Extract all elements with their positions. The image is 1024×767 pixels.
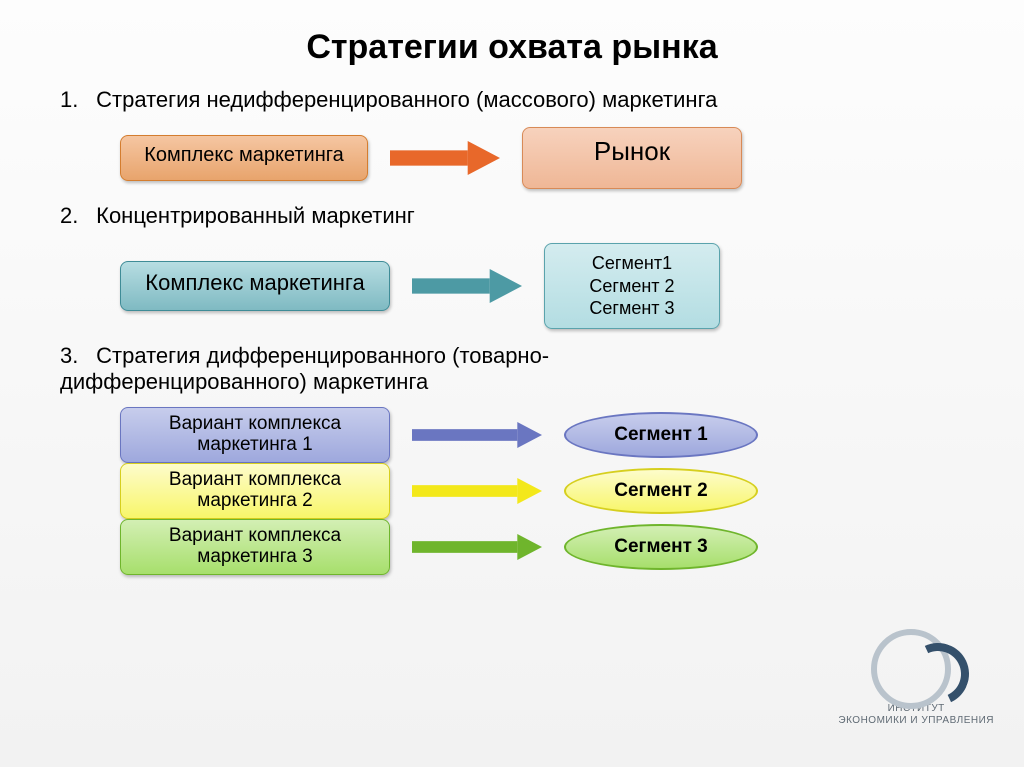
institute-logo: ИНСТИТУТ ЭКОНОМИКИ И УПРАВЛЕНИЯ [838,629,994,727]
arrow-icon [412,269,522,303]
list-item: 2. Концентрированный маркетинг Комплекс … [60,203,964,329]
ellipse-segment: Сегмент 1 [564,412,758,458]
list-item: 3. Стратегия дифференцированного (товарн… [60,343,700,395]
arrow [412,534,542,560]
list-text: Стратегия недифференцированного (массово… [96,87,717,112]
arrow-icon [412,478,542,504]
box-marketing-mix: Комплекс маркетинга [120,261,390,311]
arrow-icon [412,422,542,448]
ellipse-segment: Сегмент 3 [564,524,758,570]
slide: Стратегии охвата рынка 1. Стратегия неди… [0,0,1024,767]
diagram-row-2: Комплекс маркетинга Сегмент1 Сегмент 2 С… [120,243,964,329]
list-number: 1. [60,87,90,113]
arrow-icon [390,141,500,175]
strategy-list: 1. Стратегия недифференцированного (масс… [60,87,964,395]
box-label: Рынок [594,136,670,166]
box-variant: Вариант комплекса маркетинга 2 [120,463,390,519]
list-item: 1. Стратегия недифференцированного (масс… [60,87,964,189]
list-text: Концентрированный маркетинг [96,203,415,228]
page-title: Стратегии охвата рынка [60,28,964,67]
ellipse-segment: Сегмент 2 [564,468,758,514]
box-marketing-mix: Комплекс маркетинга [120,135,368,181]
box-segments: Сегмент1 Сегмент 2 Сегмент 3 [544,243,720,329]
box-label: Комплекс маркетинга [145,270,364,295]
variant-row: Вариант комплекса маркетинга 3 Сегмент 3 [120,519,964,575]
segment-line: Сегмент1 [592,253,672,273]
arrow [412,478,542,504]
variant-row: Вариант комплекса маркетинга 2 Сегмент 2 [120,463,964,519]
box-market: Рынок [522,127,742,189]
box-label: Комплекс маркетинга [144,144,343,166]
diagram-row-1: Комплекс маркетинга Рынок [120,127,964,189]
logo-icon [871,629,961,699]
segment-line: Сегмент 2 [589,276,674,296]
list-number: 2. [60,203,90,229]
box-variant: Вариант комплекса маркетинга 3 [120,519,390,575]
segment-line: Сегмент 3 [589,298,674,318]
arrow [390,141,500,175]
list-text: Стратегия дифференцированного (товарно-д… [60,343,549,394]
variant-row: Вариант комплекса маркетинга 1 Сегмент 1 [120,407,964,463]
box-variant: Вариант комплекса маркетинга 1 [120,407,390,463]
arrow [412,269,522,303]
arrow-icon [412,534,542,560]
diagram-row-3: Вариант комплекса маркетинга 1Сегмент 1В… [120,407,964,575]
arrow [412,422,542,448]
list-number: 3. [60,343,90,369]
